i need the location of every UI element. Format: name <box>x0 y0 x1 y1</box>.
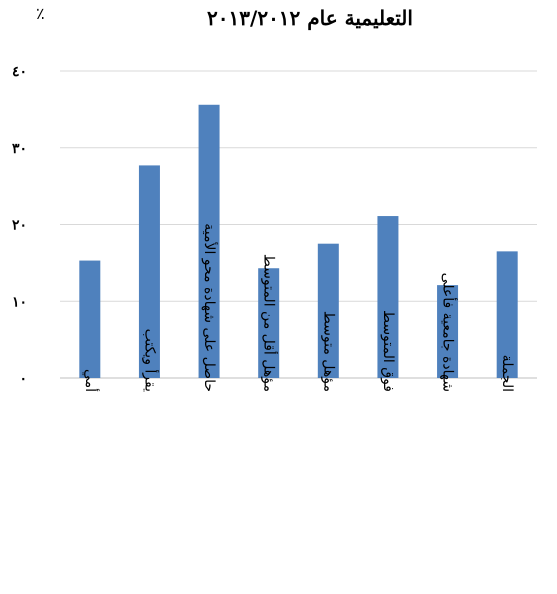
x-category-label: الجملة <box>499 355 515 392</box>
y-tick-label: ١٠ <box>12 294 27 310</box>
bar <box>437 285 459 378</box>
y-tick-label: ٤٠ <box>12 64 27 80</box>
gridlines <box>60 70 537 379</box>
y-tick-label: ٢٠ <box>12 218 27 234</box>
bar <box>496 251 518 378</box>
bar <box>79 260 101 378</box>
y-tick-label: ٣٠ <box>12 141 27 157</box>
bar <box>377 216 399 378</box>
x-category-label: فوق المتوسط <box>380 310 396 392</box>
x-category-label: مؤهل أقل من المتوسط <box>261 254 280 392</box>
bar <box>198 104 220 379</box>
x-category-labels: أمي يقرأ ويكتب حاصل على شهادة محو الأمية مؤ… <box>82 223 515 392</box>
x-category-label: مؤهل متوسط <box>320 311 336 392</box>
bar <box>138 165 160 378</box>
x-category-label: حاصل على شهادة محو الأمية <box>201 223 219 392</box>
y-unit-label: ٪ <box>36 4 45 23</box>
bars <box>79 104 518 379</box>
x-category-label: يقرأ ويكتب <box>141 329 160 393</box>
bar <box>317 243 339 378</box>
x-category-label: شهادة جامعية فأعلى <box>440 273 459 392</box>
y-tick-labels: ٠ ١٠ ٢٠ ٣٠ ٤٠ <box>12 64 27 387</box>
y-tick-label: ٠ <box>19 371 27 387</box>
x-category-label: أمي <box>82 369 101 392</box>
bar <box>258 268 280 378</box>
chart-title: التعليمية عام ٢٠١٣/٢٠١٢ <box>207 6 413 30</box>
